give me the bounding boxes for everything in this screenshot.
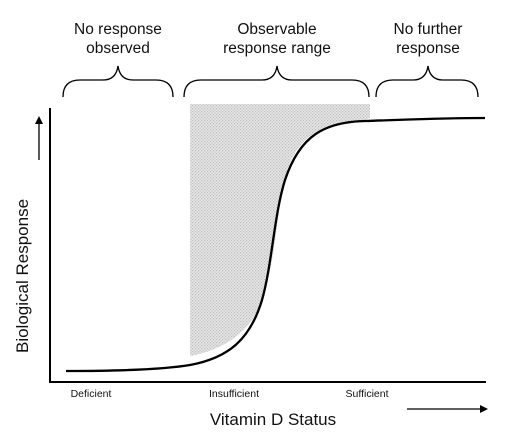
region-label-no-response-line1: No response [74,21,162,38]
region-label-no-response-line2: observed [86,40,150,57]
tick-label-insufficient: Insufficient [209,388,259,400]
tick-label-sufficient: Sufficient [346,388,389,400]
x-axis-title: Vitamin D Status [210,410,336,429]
region-label-observable-line1: Observable [237,21,316,38]
brace-no-response [62,65,174,98]
tick-label-deficient: Deficient [71,388,112,400]
response-curve [65,116,486,373]
region-label-no-further-line2: response [396,40,460,57]
region-label-no-further-line1: No further [394,21,463,38]
brace-no-further-response [375,65,479,98]
region-label-observable-line2: response range [223,40,331,57]
brace-observable-range [183,65,370,98]
shaded-response-region [190,104,370,356]
y-axis-title: Biological Response [13,199,32,353]
